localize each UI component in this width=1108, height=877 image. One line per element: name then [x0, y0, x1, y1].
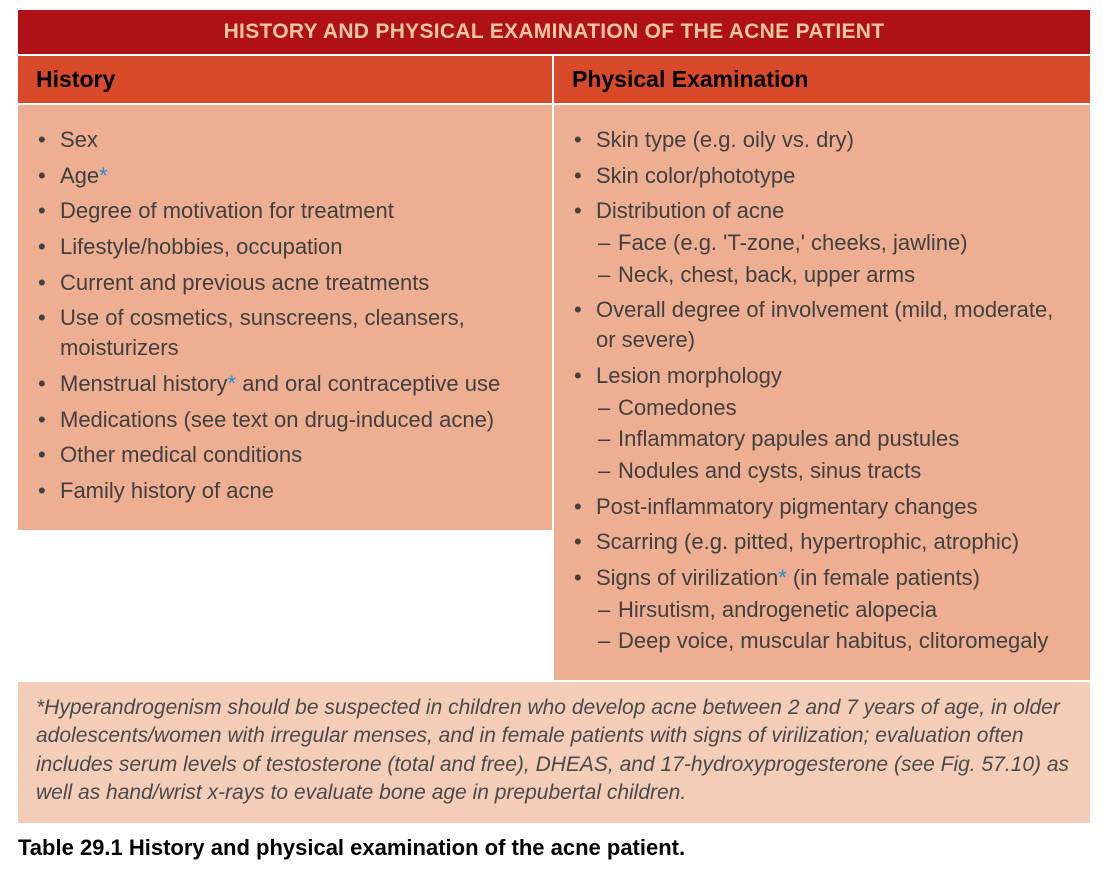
item-text: Lesion morphology: [596, 363, 782, 388]
item-text: Sex: [60, 127, 98, 152]
sub-list: ComedonesInflammatory papules and pustul…: [596, 393, 1072, 486]
sub-list-item: Inflammatory papules and pustules: [596, 424, 1072, 454]
item-text: Use of cosmetics, sunscreens, cleansers,…: [60, 305, 465, 360]
item-suffix: (in female patients): [787, 565, 980, 590]
item-text: Current and previous acne treatments: [60, 270, 429, 295]
header-row: History Physical Examination: [18, 56, 1090, 105]
list-item: Skin type (e.g. oily vs. dry): [572, 125, 1072, 155]
item-text: Post-inflammatory pigmentary changes: [596, 494, 978, 519]
list-item: Scarring (e.g. pitted, hypertrophic, atr…: [572, 527, 1072, 557]
list-item: Post-inflammatory pigmentary changes: [572, 492, 1072, 522]
list-item: Sex: [36, 125, 534, 155]
sub-list-item: Neck, chest, back, upper arms: [596, 260, 1072, 290]
history-header: History: [18, 56, 552, 103]
caption-text: Table 29.1 History and physical examinat…: [18, 835, 685, 860]
item-text: Family history of acne: [60, 478, 274, 503]
item-text: Age: [60, 163, 99, 188]
history-list: SexAge*Degree of motivation for treatmen…: [36, 125, 534, 506]
sub-list-item: Hirsutism, androgenetic alopecia: [596, 595, 1072, 625]
footnote: *Hyperandrogenism should be suspected in…: [18, 682, 1090, 823]
asterisk-marker: *: [778, 565, 787, 590]
exam-list: Skin type (e.g. oily vs. dry) Skin color/…: [572, 125, 1072, 656]
table-caption: Table 29.1 History and physical examinat…: [0, 825, 1108, 877]
acne-history-table: HISTORY AND PHYSICAL EXAMINATION OF THE …: [16, 8, 1092, 825]
item-text: Signs of virilization: [596, 565, 778, 590]
list-item: Overall degree of involvement (mild, mod…: [572, 295, 1072, 354]
item-text: Scarring (e.g. pitted, hypertrophic, atr…: [596, 529, 1019, 554]
item-text: Distribution of acne: [596, 198, 784, 223]
history-body: SexAge*Degree of motivation for treatmen…: [18, 105, 552, 530]
list-item: Lesion morphology ComedonesInflammatory p…: [572, 361, 1072, 486]
list-item: Degree of motivation for treatment: [36, 196, 534, 226]
item-text: Overall degree of involvement (mild, mod…: [596, 297, 1053, 352]
list-item: Skin color/phototype: [572, 161, 1072, 191]
item-text: Other medical conditions: [60, 442, 302, 467]
list-item: Current and previous acne treatments: [36, 268, 534, 298]
list-item: Use of cosmetics, sunscreens, cleansers,…: [36, 303, 534, 362]
item-text: Lifestyle/hobbies, occupation: [60, 234, 343, 259]
sub-list: Face (e.g. 'T-zone,' cheeks, jawline)Nec…: [596, 228, 1072, 289]
list-item: Menstrual history* and oral contraceptiv…: [36, 369, 534, 399]
item-text: Skin color/phototype: [596, 163, 795, 188]
sub-list-item: Deep voice, muscular habitus, clitoromeg…: [596, 626, 1072, 656]
sub-list: Hirsutism, androgenetic alopeciaDeep voi…: [596, 595, 1072, 656]
item-suffix: and oral contraceptive use: [236, 371, 500, 396]
list-item: Lifestyle/hobbies, occupation: [36, 232, 534, 262]
list-item: Medications (see text on drug-induced ac…: [36, 405, 534, 435]
body-row: SexAge*Degree of motivation for treatmen…: [18, 105, 1090, 682]
item-text: Medications (see text on drug-induced ac…: [60, 407, 494, 432]
sub-list-item: Nodules and cysts, sinus tracts: [596, 456, 1072, 486]
item-text: Menstrual history: [60, 371, 228, 396]
exam-body: Skin type (e.g. oily vs. dry) Skin color/…: [554, 105, 1090, 680]
sub-list-item: Comedones: [596, 393, 1072, 423]
list-item: Signs of virilization* (in female patien…: [572, 563, 1072, 656]
sub-list-item: Face (e.g. 'T-zone,' cheeks, jawline): [596, 228, 1072, 258]
item-text: Skin type (e.g. oily vs. dry): [596, 127, 854, 152]
list-item: Distribution of acne Face (e.g. 'T-zone,'…: [572, 196, 1072, 289]
item-text: Degree of motivation for treatment: [60, 198, 394, 223]
list-item: Age*: [36, 161, 534, 191]
table-title: HISTORY AND PHYSICAL EXAMINATION OF THE …: [18, 10, 1090, 56]
asterisk-marker: *: [228, 371, 237, 396]
list-item: Other medical conditions: [36, 440, 534, 470]
exam-header: Physical Examination: [554, 56, 1090, 103]
list-item: Family history of acne: [36, 476, 534, 506]
asterisk-marker: *: [99, 163, 108, 188]
